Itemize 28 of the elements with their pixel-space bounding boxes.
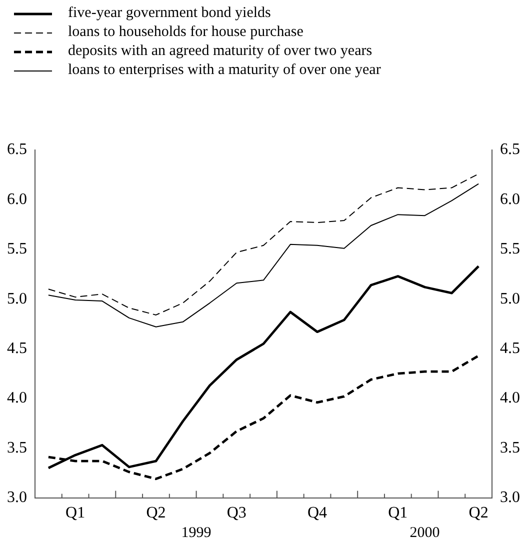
y-tick-label: 5.5 — [7, 240, 27, 258]
text: 1999 — [181, 524, 212, 542]
y2-tick-label: 5.5 — [500, 240, 520, 258]
y2-tick-label: 6.0 — [500, 190, 520, 208]
y-tick-label: 5.0 — [7, 290, 27, 308]
text: 2000 — [410, 524, 440, 542]
x-tick-label: Q2 — [468, 504, 488, 522]
x-tick-label: Q1 — [388, 504, 408, 522]
y2-tick-label: 3.0 — [500, 489, 520, 506]
y-tick-label: 6.5 — [7, 141, 27, 158]
y2-tick-label: 5.0 — [500, 290, 520, 308]
x-tick-label: Q2 — [146, 504, 166, 522]
y-tick-label: 4.5 — [7, 340, 27, 357]
x-tick-label: Q4 — [307, 504, 328, 522]
legend-label: loans to households for house purchase — [68, 23, 304, 42]
x-tick-label: Q3 — [226, 504, 246, 522]
y-tick-label: 3.5 — [7, 439, 27, 456]
y-tick-label: 4.0 — [7, 390, 27, 407]
y2-tick-label: 4.5 — [500, 340, 520, 357]
legend-label: loans to enterprises with a maturity of over one year — [68, 61, 381, 80]
y2-tick-label: 6.5 — [500, 141, 520, 158]
y-tick-label: 6.0 — [7, 190, 27, 208]
legend-label: deposits with an agreed maturity of over two years — [68, 42, 372, 61]
y2-tick-label: 3.5 — [500, 439, 520, 456]
y2-tick-label: 4.0 — [500, 390, 520, 407]
x-tick-label: Q1 — [66, 504, 86, 522]
y-tick-label: 3.0 — [7, 489, 27, 506]
legend-label: five-year government bond yields — [68, 4, 271, 23]
